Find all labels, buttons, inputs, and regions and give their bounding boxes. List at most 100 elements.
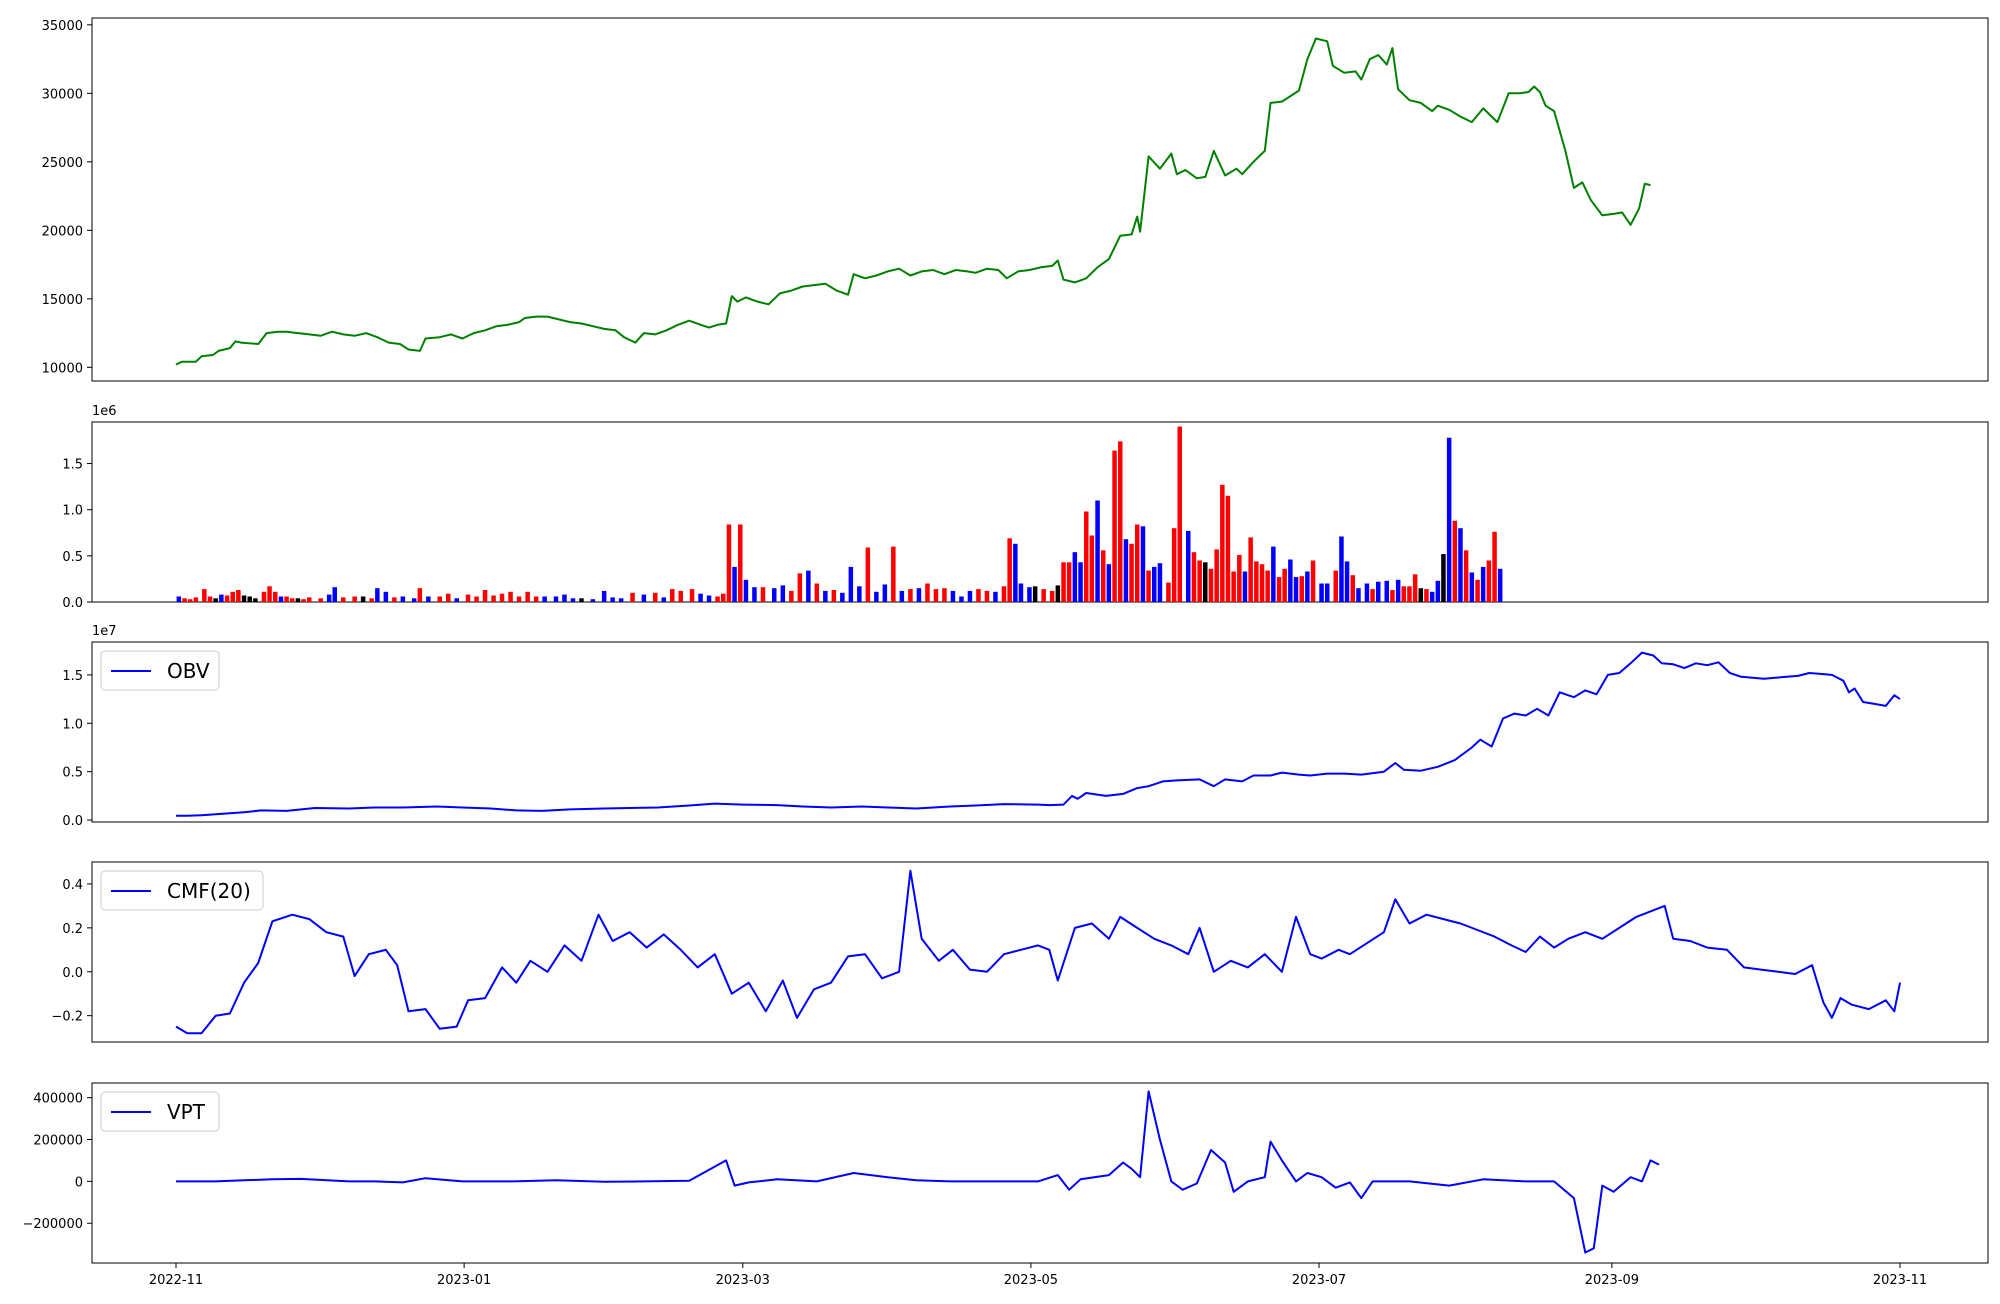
volume-bar bbox=[1259, 564, 1265, 602]
volume-bar bbox=[1123, 539, 1129, 602]
volume-bar bbox=[411, 598, 417, 602]
volume-bar bbox=[806, 570, 811, 602]
volume-bar bbox=[1469, 572, 1475, 602]
volume-bar bbox=[553, 596, 559, 602]
volume-bar bbox=[1191, 552, 1197, 602]
volume-bar bbox=[1418, 588, 1423, 602]
volume-bar bbox=[610, 597, 615, 602]
axis-offset-label: 1e7 bbox=[92, 624, 117, 639]
series-line-cmf-20- bbox=[175, 869, 1901, 1035]
volume-bar bbox=[224, 595, 230, 602]
y-tick-label: 15000 bbox=[42, 293, 83, 308]
volume-bar bbox=[446, 593, 451, 602]
volume-bar bbox=[738, 524, 743, 602]
x-tick-label: 2023-07 bbox=[1292, 1273, 1346, 1288]
volume-bar bbox=[752, 587, 757, 602]
panel-cmf-20-: −0.2 0.0 0.2 0.4 CMF(20) bbox=[51, 861, 1989, 1043]
volume-bar bbox=[213, 598, 218, 602]
volume-bar bbox=[1254, 561, 1259, 602]
volume-bar bbox=[1475, 579, 1480, 602]
y-tick-label: 0.5 bbox=[62, 766, 83, 781]
y-tick-label: 400000 bbox=[33, 1092, 83, 1107]
volume-bar bbox=[1384, 580, 1389, 602]
y-tick-label: 0.0 bbox=[62, 596, 83, 611]
volume-bar bbox=[1231, 571, 1236, 602]
volume-bar bbox=[1061, 562, 1066, 602]
volume-bar bbox=[721, 593, 726, 602]
series-line-vpt bbox=[176, 1090, 1660, 1254]
y-tick-label: 30000 bbox=[42, 87, 83, 102]
volume-bar bbox=[1497, 568, 1503, 602]
volume-bar bbox=[1072, 552, 1078, 602]
volume-bar bbox=[689, 589, 695, 602]
volume-bar bbox=[332, 587, 337, 602]
volume-bar bbox=[780, 585, 786, 602]
volume-bar bbox=[950, 590, 956, 602]
volume-bar bbox=[925, 583, 930, 602]
volume-bar bbox=[1089, 535, 1095, 602]
volume-bar bbox=[1152, 566, 1157, 602]
volume-bar bbox=[732, 566, 737, 602]
volume-bar bbox=[678, 590, 683, 602]
panel-frame bbox=[91, 1082, 1989, 1264]
volume-bar bbox=[318, 598, 323, 602]
volume-bar bbox=[1265, 570, 1270, 602]
x-tick-label: 2023-11 bbox=[1873, 1273, 1927, 1288]
volume-bar bbox=[465, 594, 471, 602]
series-line-price bbox=[175, 37, 1651, 366]
volume-bar bbox=[899, 590, 905, 602]
volume-bar bbox=[874, 591, 879, 602]
volume-bar bbox=[1424, 589, 1429, 602]
volume-bar bbox=[1018, 583, 1024, 602]
volume-bar bbox=[267, 586, 272, 602]
volume-bar bbox=[437, 596, 442, 602]
volume-bar bbox=[1339, 536, 1344, 602]
volume-bar bbox=[1066, 562, 1072, 602]
volume-bar bbox=[618, 598, 624, 602]
volume-bar bbox=[474, 596, 479, 602]
legend-box bbox=[100, 1091, 220, 1132]
y-tick-label: 0 bbox=[75, 1175, 83, 1190]
volume-bar bbox=[831, 590, 837, 602]
volume-bar bbox=[1095, 500, 1100, 602]
volume-bar bbox=[307, 597, 312, 602]
volume-bar bbox=[1078, 562, 1083, 602]
volume-bar bbox=[176, 596, 182, 602]
y-tick-label: 1.0 bbox=[62, 717, 83, 732]
volume-bar bbox=[273, 591, 278, 602]
volume-bar bbox=[1271, 546, 1276, 602]
volume-bar bbox=[1429, 591, 1435, 602]
panel-frame bbox=[91, 641, 1989, 823]
volume-bar bbox=[1356, 588, 1361, 602]
y-tick-label: 1.5 bbox=[62, 669, 83, 684]
volume-bar bbox=[193, 597, 199, 602]
volume-bar bbox=[1220, 484, 1225, 602]
volume-bar bbox=[891, 546, 896, 602]
volume-bar bbox=[1208, 568, 1214, 602]
volume-bar bbox=[1118, 441, 1123, 602]
volume-bar bbox=[1101, 550, 1106, 602]
volume-bar bbox=[908, 589, 913, 602]
volume-bar bbox=[1171, 528, 1177, 602]
volume-bar bbox=[670, 589, 675, 602]
volume-bar bbox=[1248, 537, 1253, 602]
volume-bar bbox=[1013, 543, 1018, 602]
volume-bar bbox=[1401, 586, 1406, 602]
volume-bar bbox=[601, 590, 607, 602]
y-tick-label: 0.2 bbox=[62, 922, 83, 937]
x-tick-label: 2023-03 bbox=[716, 1273, 770, 1288]
volume-bar bbox=[630, 592, 635, 602]
volume-bar bbox=[984, 590, 990, 602]
volume-bar bbox=[797, 573, 803, 602]
volume-bar bbox=[1333, 570, 1338, 602]
volume-bar bbox=[1084, 511, 1089, 602]
volume-bar bbox=[1463, 550, 1469, 602]
legend: CMF(20) bbox=[100, 870, 264, 911]
volume-bar bbox=[533, 596, 539, 602]
legend-box bbox=[100, 650, 220, 691]
volume-bar bbox=[400, 596, 406, 602]
volume-bar bbox=[241, 595, 247, 602]
panel-frame bbox=[91, 861, 1989, 1043]
volume-bar bbox=[1446, 437, 1452, 602]
